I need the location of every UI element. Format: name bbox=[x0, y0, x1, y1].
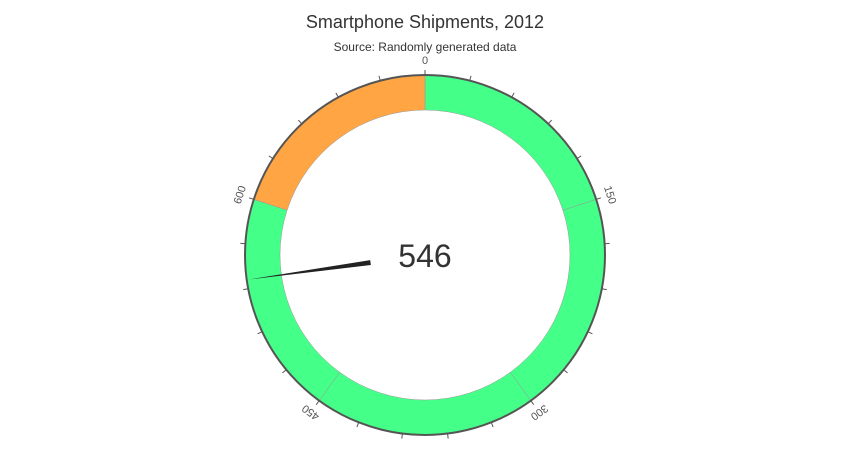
gauge-tick bbox=[268, 155, 274, 159]
gauge-band-3 bbox=[244, 199, 341, 401]
gauge-tick bbox=[401, 433, 403, 439]
gauge-band-4 bbox=[253, 74, 426, 211]
chart-subtitle: Source: Randomly generated data bbox=[333, 40, 517, 54]
gauge-tick-label: 600 bbox=[232, 184, 249, 205]
gauge-tick bbox=[243, 288, 249, 291]
gauge-tick bbox=[315, 400, 320, 405]
gauge-tick bbox=[248, 197, 254, 200]
gauge-tick bbox=[257, 331, 263, 335]
gauge-band-2 bbox=[318, 371, 532, 436]
gauge-tick bbox=[297, 119, 303, 125]
gauge-tick-label: 300 bbox=[528, 402, 550, 422]
gauge-tick bbox=[469, 75, 472, 81]
gauge-tick bbox=[511, 92, 515, 98]
chart-title: Smartphone Shipments, 2012 bbox=[305, 12, 545, 32]
gauge-tick bbox=[378, 75, 381, 81]
gauge-needle bbox=[248, 260, 371, 280]
gauge-tick bbox=[601, 288, 607, 291]
gauge-band-1 bbox=[509, 199, 606, 401]
gauge-value-label: 546 bbox=[398, 238, 451, 274]
gauge-tick-label: 450 bbox=[300, 402, 322, 422]
gauge-tick bbox=[547, 119, 553, 125]
gauge-tick bbox=[530, 400, 535, 405]
gauge-tick bbox=[490, 422, 494, 428]
gauge-tick-label: 150 bbox=[601, 184, 618, 205]
gauge-tick bbox=[563, 369, 568, 374]
gauge-tick bbox=[282, 369, 287, 374]
gauge-tick-label: 0 bbox=[422, 55, 428, 67]
gauge-band-0 bbox=[424, 74, 597, 211]
gauge-tick bbox=[447, 433, 449, 439]
gauge-tick bbox=[596, 197, 602, 200]
gauge-tick bbox=[576, 155, 582, 159]
gauge-tick bbox=[587, 331, 593, 335]
gauge-tick bbox=[335, 92, 339, 98]
gauge-tick bbox=[356, 422, 360, 428]
